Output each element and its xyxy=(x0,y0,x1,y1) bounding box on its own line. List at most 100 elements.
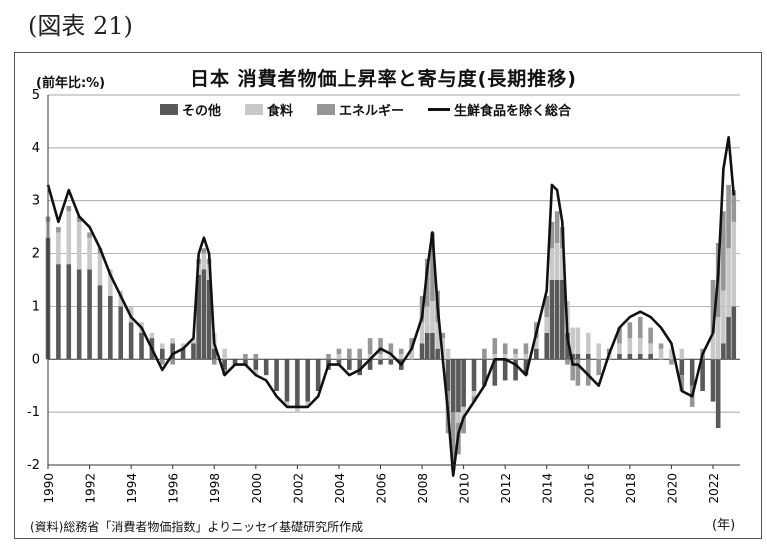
bar-segment-1 xyxy=(430,301,435,333)
bar-segment-1 xyxy=(435,322,440,349)
bar-segment-0 xyxy=(211,348,217,360)
y-tick-label: 0 xyxy=(32,352,40,367)
bar-segment-0 xyxy=(201,269,207,360)
bar-segment-0 xyxy=(315,359,321,391)
bar-segment-1 xyxy=(502,354,508,360)
y-tick-label: 3 xyxy=(32,194,40,209)
x-tick-label: 1990 xyxy=(42,473,56,504)
bar-segment-2 xyxy=(253,354,259,360)
y-tick-label: 5 xyxy=(32,88,40,103)
x-tick-label: 1992 xyxy=(84,473,98,504)
bar-segment-0 xyxy=(637,354,643,360)
bar-segment-2 xyxy=(549,221,555,249)
bar-segment-1 xyxy=(715,317,721,360)
bar-segment-2 xyxy=(669,359,674,365)
bar-segment-2 xyxy=(658,343,664,349)
bar-segment-1 xyxy=(388,354,394,360)
x-tick-label: 2004 xyxy=(333,473,347,504)
bar-segment-2 xyxy=(575,359,581,386)
x-tick-label: 2000 xyxy=(250,473,264,504)
bar-segment-2 xyxy=(56,227,61,233)
legend-item-core-cpi: 生鮮食品を除く総合 xyxy=(428,100,571,119)
bar-segment-1 xyxy=(367,354,373,360)
bar-segment-1 xyxy=(710,332,716,360)
bar-segment-2 xyxy=(617,327,622,344)
bar-segment-1 xyxy=(424,306,430,333)
bar-segment-2 xyxy=(731,190,737,222)
bar-segment-0 xyxy=(627,354,633,360)
bar-segment-1 xyxy=(170,338,175,344)
bar-segment-0 xyxy=(450,359,456,413)
x-tick-label: 2008 xyxy=(416,473,430,504)
bar-segment-1 xyxy=(549,248,555,280)
bar-segment-0 xyxy=(87,269,92,360)
bar-segment-2 xyxy=(201,248,207,254)
bar-segment-1 xyxy=(336,354,342,360)
bar-segment-1 xyxy=(222,348,227,360)
bar-segment-1 xyxy=(159,343,165,349)
bar-segment-1 xyxy=(617,343,622,354)
x-tick-label: 2010 xyxy=(458,473,472,504)
bar-segment-2 xyxy=(159,359,165,365)
bar-segment-1 xyxy=(637,338,643,354)
bar-segment-1 xyxy=(305,401,311,407)
bar-segment-0 xyxy=(274,359,279,391)
legend-label-core-cpi: 生鮮食品を除く総合 xyxy=(454,103,572,119)
bar-segment-1 xyxy=(76,221,82,270)
x-tick-label: 2006 xyxy=(374,473,388,504)
bar-segment-1 xyxy=(658,348,664,360)
legend-item-energy: エネルギー xyxy=(317,100,404,119)
bar-segment-2 xyxy=(565,359,570,365)
y-axis-unit-label: (前年比:%) xyxy=(36,76,106,91)
legend-swatch-energy xyxy=(317,103,336,115)
y-tick-label: -2 xyxy=(27,458,40,473)
bar-segment-2 xyxy=(596,359,601,376)
bar-segment-0 xyxy=(575,354,581,360)
legend-label-other: その他 xyxy=(182,103,222,119)
x-tick-label: 2018 xyxy=(624,473,638,504)
bar-segment-2 xyxy=(326,354,331,360)
y-tick-label: 1 xyxy=(32,299,40,314)
legend-line-core-cpi xyxy=(428,107,451,111)
y-tick-label: -1 xyxy=(27,405,40,420)
bar-segment-0 xyxy=(378,359,383,365)
bar-segment-0 xyxy=(108,295,113,360)
bar-segment-0 xyxy=(700,359,705,391)
bar-segment-0 xyxy=(523,359,529,376)
bar-segment-0 xyxy=(570,354,576,360)
bar-segment-2 xyxy=(76,216,82,222)
bar-segment-0 xyxy=(689,359,695,386)
bar-segment-0 xyxy=(424,332,430,360)
legend-item-food: 食料 xyxy=(245,100,293,119)
bar-segment-0 xyxy=(336,359,342,365)
legend-label-food: 食料 xyxy=(267,103,294,119)
x-tick-label: 2022 xyxy=(707,473,721,504)
x-axis-unit-label: (年) xyxy=(712,518,736,533)
bar-segment-0 xyxy=(549,280,555,360)
bar-segment-2 xyxy=(554,211,560,243)
bar-segment-1 xyxy=(253,369,259,376)
bar-segment-1 xyxy=(97,253,103,286)
legend-label-energy: エネルギー xyxy=(339,103,405,119)
bar-segment-0 xyxy=(284,359,290,402)
bar-segment-2 xyxy=(627,322,633,339)
bar-segment-1 xyxy=(295,406,300,413)
source-note: (資料)総務省「消費者物価指数」よりニッセイ基礎研究所作成 xyxy=(30,520,364,534)
bar-segment-0 xyxy=(76,269,82,360)
bar-segment-0 xyxy=(56,264,61,360)
bar-segment-0 xyxy=(456,359,461,413)
bar-segment-1 xyxy=(66,211,72,265)
bar-segment-1 xyxy=(398,354,404,360)
x-tick-label: 2012 xyxy=(499,473,513,504)
bar-segment-0 xyxy=(232,359,238,365)
bar-segment-0 xyxy=(419,343,425,360)
bar-segment-0 xyxy=(721,343,726,360)
chart-title: 日本 消費者物価上昇率と寄与度(長期推移) xyxy=(190,68,577,90)
bar-segment-2 xyxy=(367,338,373,354)
bar-segment-1 xyxy=(596,343,601,360)
bar-segment-0 xyxy=(170,343,175,360)
x-tick-label: 1996 xyxy=(167,473,181,504)
bar-segment-2 xyxy=(440,332,446,339)
x-tick-label: 2014 xyxy=(541,473,555,504)
bar-segment-0 xyxy=(445,359,451,391)
